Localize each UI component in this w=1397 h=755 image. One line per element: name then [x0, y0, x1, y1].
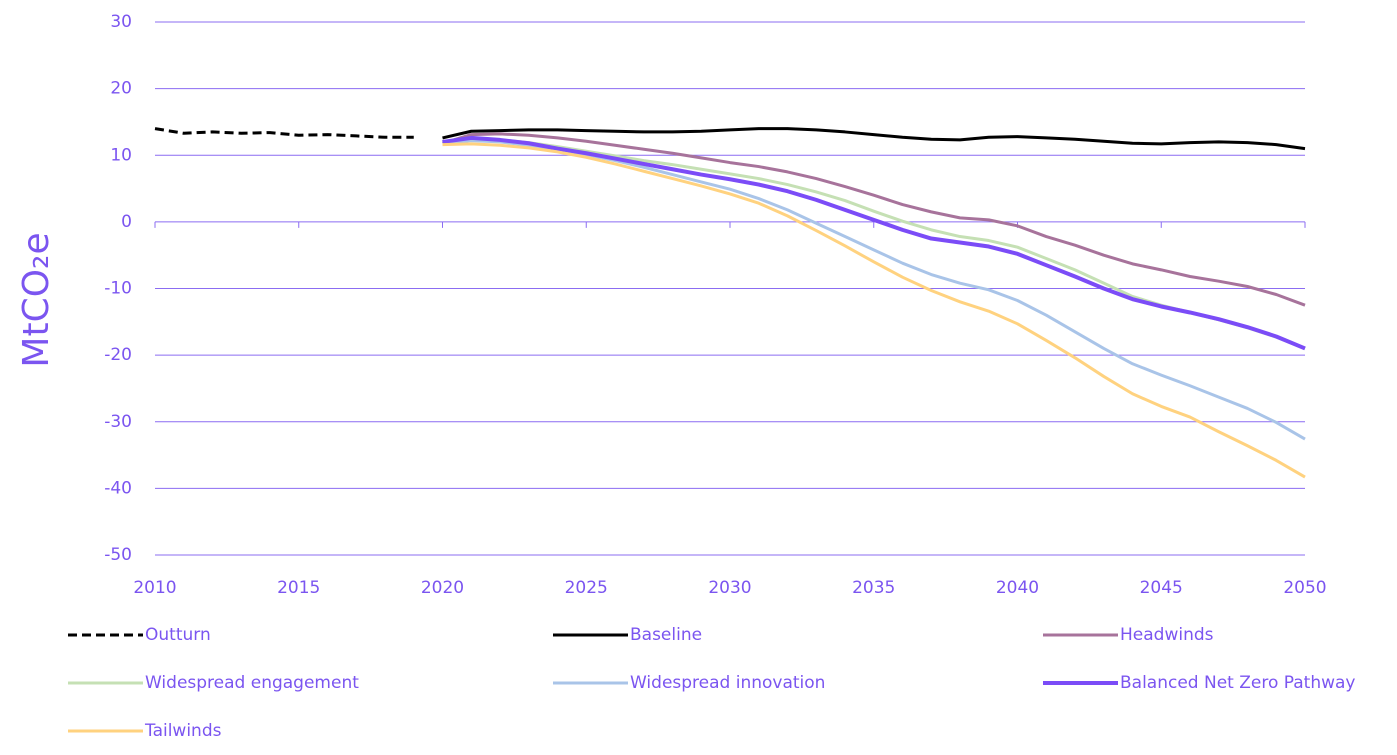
y-tick-label: -40	[104, 478, 132, 498]
series-line	[442, 142, 1306, 479]
series-line	[442, 132, 1306, 307]
y-tick-label: 30	[110, 12, 132, 32]
y-tick-label: -20	[104, 345, 132, 365]
series-line	[442, 135, 1306, 351]
legend-label: Baseline	[630, 625, 702, 645]
legend-label: Balanced Net Zero Pathway	[1120, 673, 1356, 693]
legend-label: Outturn	[145, 625, 211, 645]
x-tick-label: 2035	[852, 578, 895, 598]
y-tick-label: -30	[104, 412, 132, 432]
series-line	[442, 139, 1306, 441]
x-tick-label: 2030	[708, 578, 751, 598]
y-tick-label: -50	[104, 545, 132, 565]
x-tick-label: 2050	[1283, 578, 1326, 598]
x-tick-label: 2015	[277, 578, 320, 598]
x-tick-label: 2045	[1140, 578, 1183, 598]
legend-label: Widespread engagement	[145, 673, 359, 693]
legend-label: Headwinds	[1120, 625, 1214, 645]
y-tick-label: 10	[110, 145, 132, 165]
series-line	[442, 137, 1306, 350]
legend-label: Widespread innovation	[630, 673, 825, 693]
y-tick-label: -10	[104, 279, 132, 299]
y-tick-label: 0	[121, 212, 132, 232]
series-line	[442, 127, 1306, 151]
legend-label: Tailwinds	[144, 721, 222, 741]
x-tick-label: 2040	[996, 578, 1039, 598]
y-tick-label: 20	[110, 79, 132, 99]
series-line	[154, 127, 414, 139]
x-tick-label: 2025	[565, 578, 608, 598]
x-tick-label: 2010	[133, 578, 176, 598]
y-axis-label: MtCO₂e	[16, 232, 57, 367]
x-tick-label: 2020	[421, 578, 464, 598]
